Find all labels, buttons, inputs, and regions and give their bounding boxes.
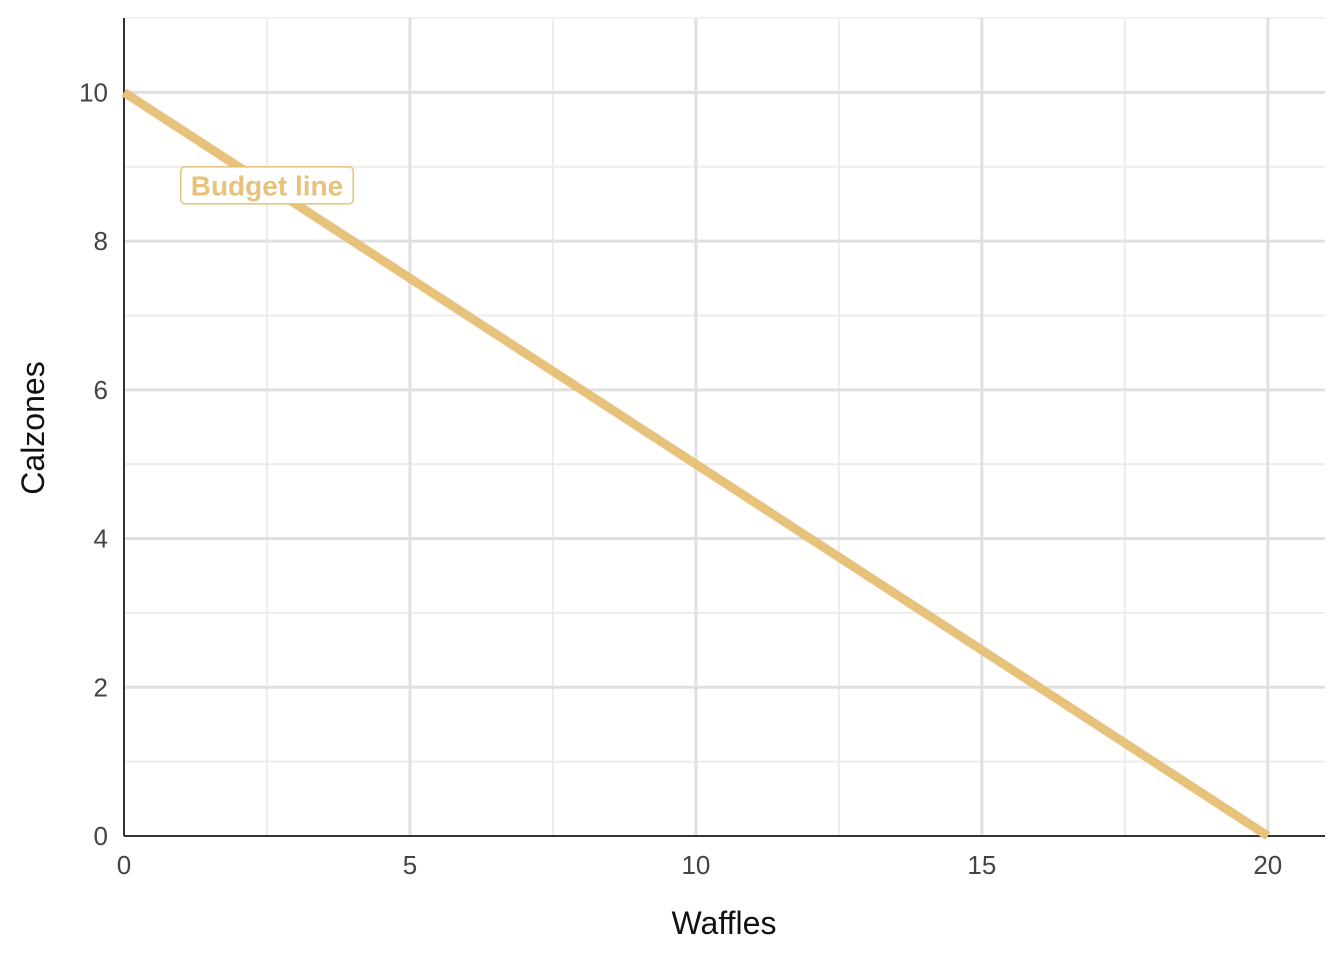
annotation-layer: Budget line — [179, 166, 354, 205]
y-tick-label: 4 — [94, 524, 108, 554]
y-axis-ticks: 0 2 4 6 8 10 — [79, 77, 108, 851]
y-tick-label: 6 — [94, 375, 108, 405]
x-tick-label: 0 — [117, 850, 131, 880]
y-tick-label: 0 — [94, 821, 108, 851]
axes — [123, 18, 1325, 837]
x-tick-label: 5 — [403, 850, 417, 880]
x-tick-label: 10 — [681, 850, 710, 880]
series-layer — [121, 88, 1271, 840]
y-tick-label: 8 — [94, 226, 108, 256]
x-axis-ticks: 0 5 10 15 20 — [117, 850, 1283, 880]
budget-line-label-box — [179, 166, 354, 205]
budget-line-label: Budget line — [191, 170, 343, 201]
minor-gridlines — [124, 17, 1325, 836]
y-axis-title: Calzones — [15, 361, 51, 494]
major-gridlines — [124, 18, 1325, 836]
x-axis-title: Waffles — [672, 905, 777, 941]
y-tick-label: 2 — [94, 672, 108, 702]
y-tick-label: 10 — [79, 77, 108, 107]
x-tick-label: 15 — [967, 850, 996, 880]
budget-line-series — [121, 88, 1271, 840]
x-tick-label: 20 — [1253, 850, 1282, 880]
